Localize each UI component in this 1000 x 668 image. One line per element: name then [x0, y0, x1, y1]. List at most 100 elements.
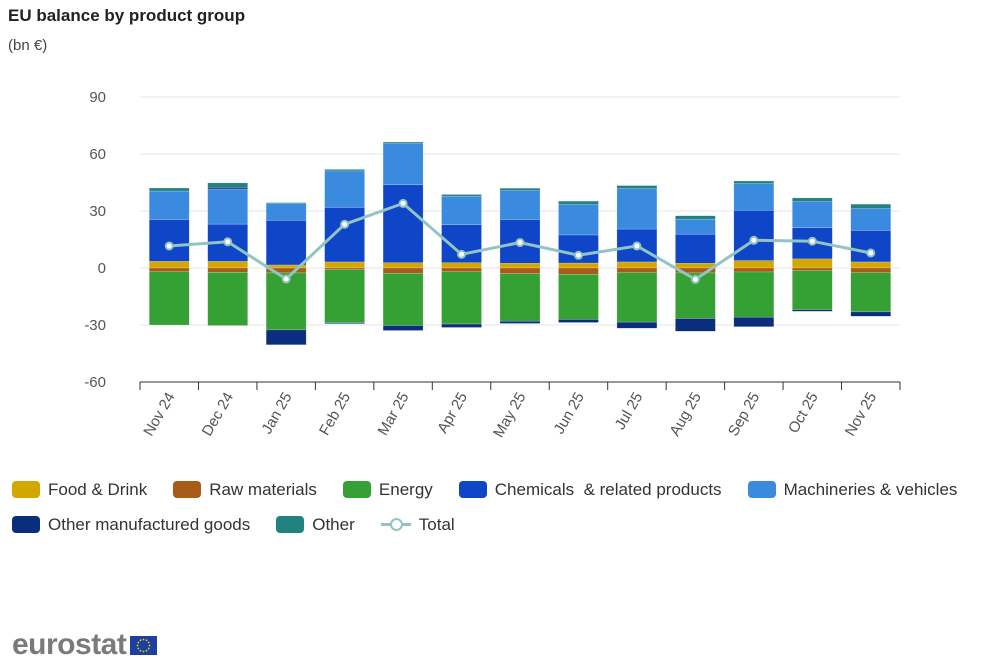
eurostat-logo: eurostat [12, 628, 158, 662]
y-tick-label: 90 [89, 89, 106, 106]
bar-segment [792, 201, 833, 228]
legend-swatch [12, 516, 40, 533]
bar-segment [733, 209, 775, 261]
legend-swatch [747, 481, 776, 498]
legend-swatch [276, 516, 305, 533]
legend-swatch [173, 481, 202, 498]
bar-segment [207, 272, 248, 326]
total-point [457, 249, 467, 259]
bar-segment [441, 271, 482, 325]
bar-segment [616, 188, 658, 230]
legend-label: Energy [378, 479, 433, 499]
legend-item[interactable]: Machineries & vehicles [747, 480, 957, 500]
legend-label: Raw materials [209, 479, 317, 499]
bar-segment [850, 261, 892, 269]
chart-unit: (bn €) [8, 37, 48, 54]
legend-item[interactable]: Other manufactured goods [12, 515, 250, 535]
bar-segment [558, 267, 599, 275]
x-tick-label: Jun 25 [551, 390, 588, 438]
legend-item[interactable]: Raw materials [173, 480, 317, 500]
flag-star [139, 638, 142, 641]
legend-label: Total [418, 514, 455, 534]
bar-segment [207, 187, 248, 190]
bar-segment [499, 267, 541, 274]
legend-label: Other [312, 514, 355, 534]
bar-segment [265, 203, 307, 221]
bar-segment [324, 261, 365, 269]
legend-swatch [342, 481, 371, 498]
bar-segment [616, 321, 658, 329]
bar-segment [733, 183, 775, 211]
bar-segment [733, 180, 775, 184]
legend-item-total[interactable]: Total [380, 514, 455, 535]
bar-segment [441, 267, 482, 273]
y-tick-label: 30 [89, 203, 106, 220]
legend-swatch [12, 481, 40, 498]
legend-item[interactable]: Energy [342, 479, 433, 500]
legend-label: Other manufactured goods [48, 514, 251, 534]
legend-item[interactable]: Chemicals & related products [458, 479, 722, 500]
bar-segment [207, 188, 248, 225]
bar-segment [558, 319, 599, 323]
legend-item[interactable]: Food & Drink [12, 480, 147, 500]
legend-item[interactable]: Other [276, 515, 355, 535]
bar-segment [382, 143, 424, 186]
legend: Food & Drink Raw materials Energy Chemicals… [12, 472, 1000, 542]
chart-title: EU balance by product group [8, 6, 246, 25]
bar-segment [792, 197, 833, 202]
bar-segment [675, 318, 716, 332]
bar-segment [850, 311, 892, 317]
x-tick-label: Oct 25 [785, 390, 822, 437]
bar-segment [148, 219, 190, 262]
flag-star [148, 647, 150, 649]
flag-star [145, 649, 148, 652]
bar-segment [324, 170, 365, 208]
x-tick-label: Dec 24 [199, 390, 237, 440]
total-point [807, 236, 817, 246]
bar-segment [382, 325, 424, 331]
flag-star [142, 638, 145, 640]
total-point [632, 241, 642, 251]
bar-segment [675, 215, 716, 220]
y-tick-label: -30 [84, 317, 106, 334]
total-point [866, 248, 876, 258]
logo-text: eurostat [12, 628, 127, 661]
bar-segment [616, 267, 658, 273]
bar-segment [675, 263, 716, 269]
total-point [281, 274, 291, 284]
x-tick-label: Mar 25 [374, 390, 412, 439]
flag-star [137, 641, 140, 643]
bar-segment [382, 273, 424, 326]
bar-segment [616, 272, 658, 323]
bar-segment [850, 203, 892, 209]
bar-segment [616, 185, 658, 189]
flag-star [139, 649, 142, 652]
bar-segment [324, 169, 365, 172]
bar-segment [441, 323, 482, 328]
total-point [690, 274, 700, 284]
bar-segment [207, 267, 248, 273]
total-point [223, 237, 233, 247]
bar-segment [148, 187, 190, 192]
bar-segment [499, 187, 541, 191]
total-point [398, 198, 408, 208]
x-tick-label: Nov 24 [140, 390, 178, 440]
x-tick-label: Nov 25 [842, 390, 880, 440]
bar-segment [265, 202, 307, 204]
bar-segment [558, 274, 599, 320]
x-tick-label: Apr 25 [434, 390, 471, 437]
bar-segment [850, 208, 892, 231]
y-tick-label: 60 [89, 146, 106, 163]
total-point [515, 238, 525, 248]
x-tick-label: Sep 25 [725, 390, 763, 440]
total-point [749, 235, 759, 245]
legend-label: Chemicals & related products [494, 479, 722, 499]
bar-segment [382, 262, 424, 269]
x-tick-label: Feb 25 [316, 390, 354, 439]
y-tick-label: -60 [84, 374, 106, 391]
bar-segment [675, 219, 716, 235]
bar-segment [265, 329, 307, 346]
bar-segment [382, 184, 424, 263]
flag-star [148, 641, 150, 643]
bar-segment [616, 261, 658, 269]
